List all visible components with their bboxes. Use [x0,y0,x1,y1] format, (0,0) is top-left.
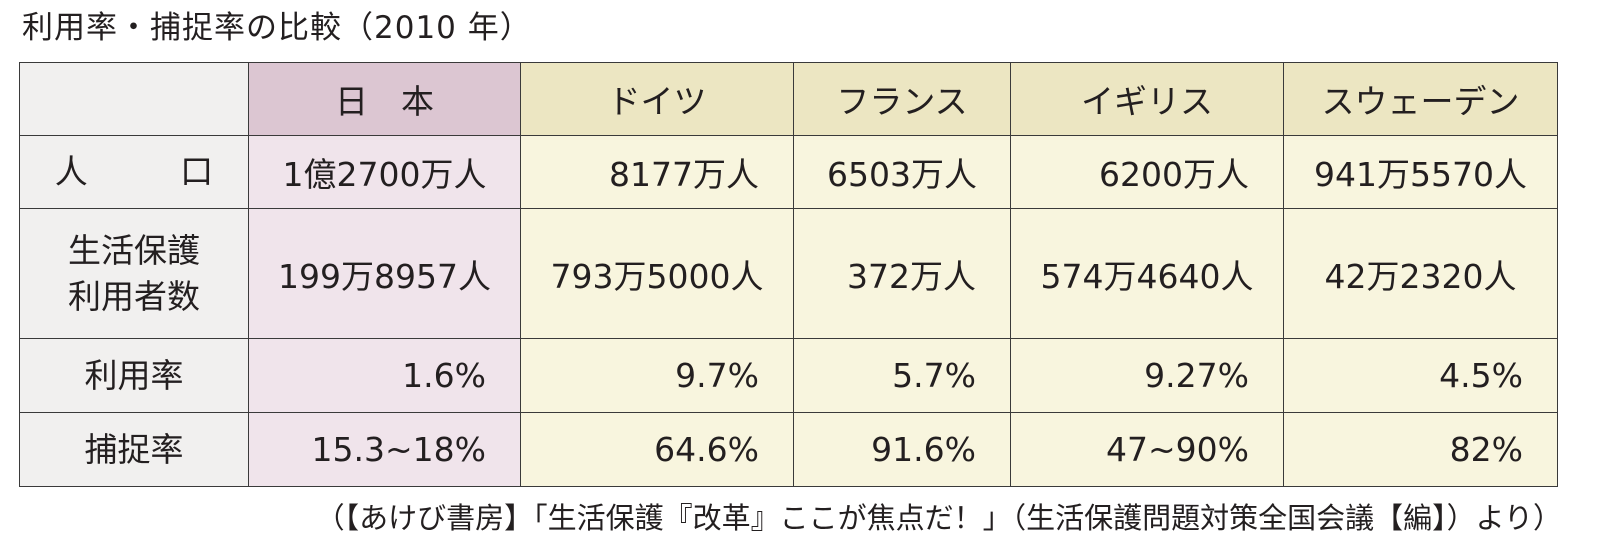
row-label-capture-rate: 捕捉率 [19,412,249,487]
table-row: 人 口 1億2700万人 8177万人 6503万人 6200万人 941万55… [19,135,1558,209]
page-title: 利用率・捕捉率の比較（2010 年） [22,10,532,46]
table-row: 利用率 1.6% 9.7% 5.7% 9.27% 4.5% [19,338,1558,413]
table-cell: 372万人 [793,208,1011,339]
header-japan: 日 本 [248,62,521,136]
table-cell: 941万5570人 [1283,135,1558,209]
row-label-line: 利用者数 [68,276,200,316]
table-cell: 91.6% [793,412,1011,487]
row-label-population: 人 口 [19,135,249,209]
table-cell: 1億2700万人 [248,135,521,209]
source-citation: （【あけび書房】「生活保護『改革』ここが焦点だ！」（生活保護問題対策全国会議【編… [315,501,1562,535]
table-cell: 9.27% [1010,338,1284,413]
row-label-line: 生活保護 [68,230,200,270]
table-cell: 82% [1283,412,1558,487]
table-cell: 199万8957人 [248,208,521,339]
table-cell: 4.5% [1283,338,1558,413]
header-france: フランス [793,62,1011,136]
table-row: 生活保護 利用者数 199万8957人 793万5000人 372万人 574万… [19,208,1558,339]
row-label-welfare-recipients: 生活保護 利用者数 [19,208,249,339]
table-cell: 9.7% [520,338,794,413]
table-cell: 8177万人 [520,135,794,209]
table-row: 捕捉率 15.3~18% 64.6% 91.6% 47~90% 82% [19,412,1558,487]
corner-cell [19,62,249,136]
header-sweden: スウェーデン [1283,62,1558,136]
table-cell: 1.6% [248,338,521,413]
table-cell: 793万5000人 [520,208,794,339]
table-cell: 42万2320人 [1283,208,1558,339]
table-cell: 6200万人 [1010,135,1284,209]
row-label-usage-rate: 利用率 [19,338,249,413]
table-cell: 64.6% [520,412,794,487]
comparison-table: 日 本 ドイツ フランス イギリス スウェーデン 人 口 1億2700万人 81… [19,62,1558,487]
table-cell: 6503万人 [793,135,1011,209]
table-cell: 47~90% [1010,412,1284,487]
table-header-row: 日 本 ドイツ フランス イギリス スウェーデン [19,62,1558,136]
table-cell: 574万4640人 [1010,208,1284,339]
table-cell: 15.3~18% [248,412,521,487]
header-germany: ドイツ [520,62,794,136]
header-uk: イギリス [1010,62,1284,136]
table-cell: 5.7% [793,338,1011,413]
